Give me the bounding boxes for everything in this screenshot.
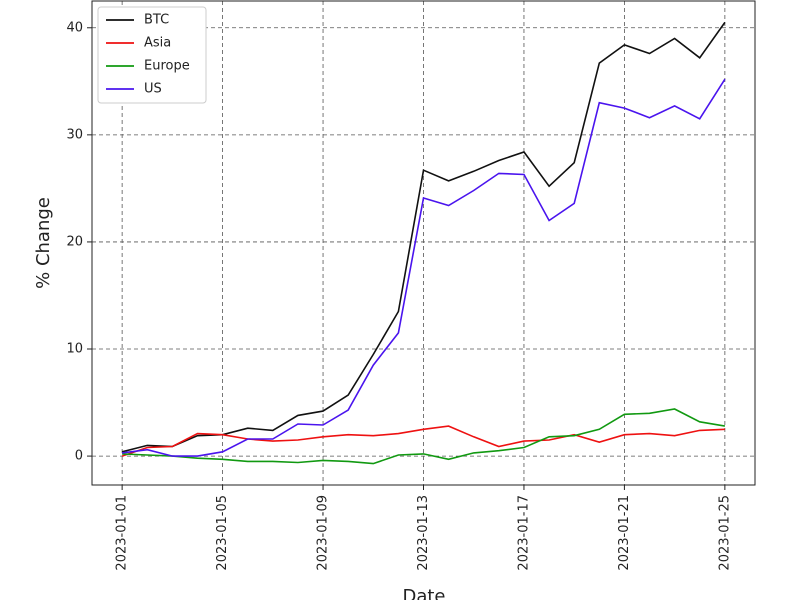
legend-box — [97, 6, 207, 104]
x-tick-label: 2023-01-13 — [416, 495, 431, 571]
x-tick-label: 2023-01-25 — [717, 495, 732, 571]
x-axis-label: Date — [402, 586, 445, 600]
plot-frame — [91, 0, 756, 486]
y-tick-label: 10 — [66, 342, 83, 357]
line-series — [122, 408, 726, 465]
x-tick-label: 2023-01-05 — [215, 495, 230, 571]
legend: BTC Asia Europe US — [97, 6, 207, 104]
y-tick-label: 40 — [66, 20, 83, 35]
legend-label: US — [144, 82, 162, 97]
x-tick-label: 2023-01-09 — [316, 495, 331, 571]
x-tick-label: 2023-01-01 — [115, 495, 130, 571]
line-series — [121, 425, 725, 457]
legend-label: BTC — [144, 13, 169, 28]
line-series — [121, 78, 726, 457]
y-axis-label: % Change — [33, 197, 54, 289]
x-tick-label: 2023-01-21 — [617, 495, 632, 571]
y-tick-label: 0 — [75, 449, 83, 464]
y-tick-label: 20 — [66, 234, 83, 249]
y-tick-label: 30 — [66, 127, 83, 142]
legend-label: Europe — [144, 59, 190, 74]
x-tick-label: 2023-01-17 — [516, 495, 531, 571]
legend-label: Asia — [144, 36, 171, 51]
